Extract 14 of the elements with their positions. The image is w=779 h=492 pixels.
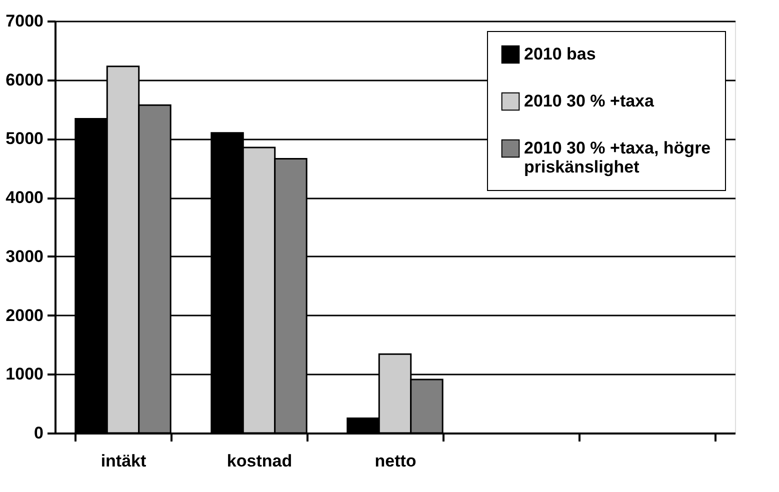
x-tick-label: netto — [374, 452, 416, 470]
y-tick-label: 5000 — [6, 129, 44, 148]
y-tick-label: 0 — [34, 424, 44, 442]
y-tick-label: 1000 — [6, 364, 44, 384]
y-tick-label: 6000 — [6, 70, 44, 90]
x-tick-label: kostnad — [226, 452, 292, 470]
legend-label: 2010 30 % +taxa — [524, 92, 655, 110]
y-tick-label: 4000 — [6, 188, 44, 208]
y-tick-label: 2000 — [6, 306, 44, 325]
x-tick-label: intäkt — [100, 452, 147, 470]
y-tick-label: 7000 — [6, 12, 44, 30]
y-tick-label: 3000 — [6, 246, 44, 266]
legend-label: 2010 bas — [524, 44, 596, 64]
legend-label: 2010 30 % +taxa, högre priskänslighet — [524, 138, 711, 176]
